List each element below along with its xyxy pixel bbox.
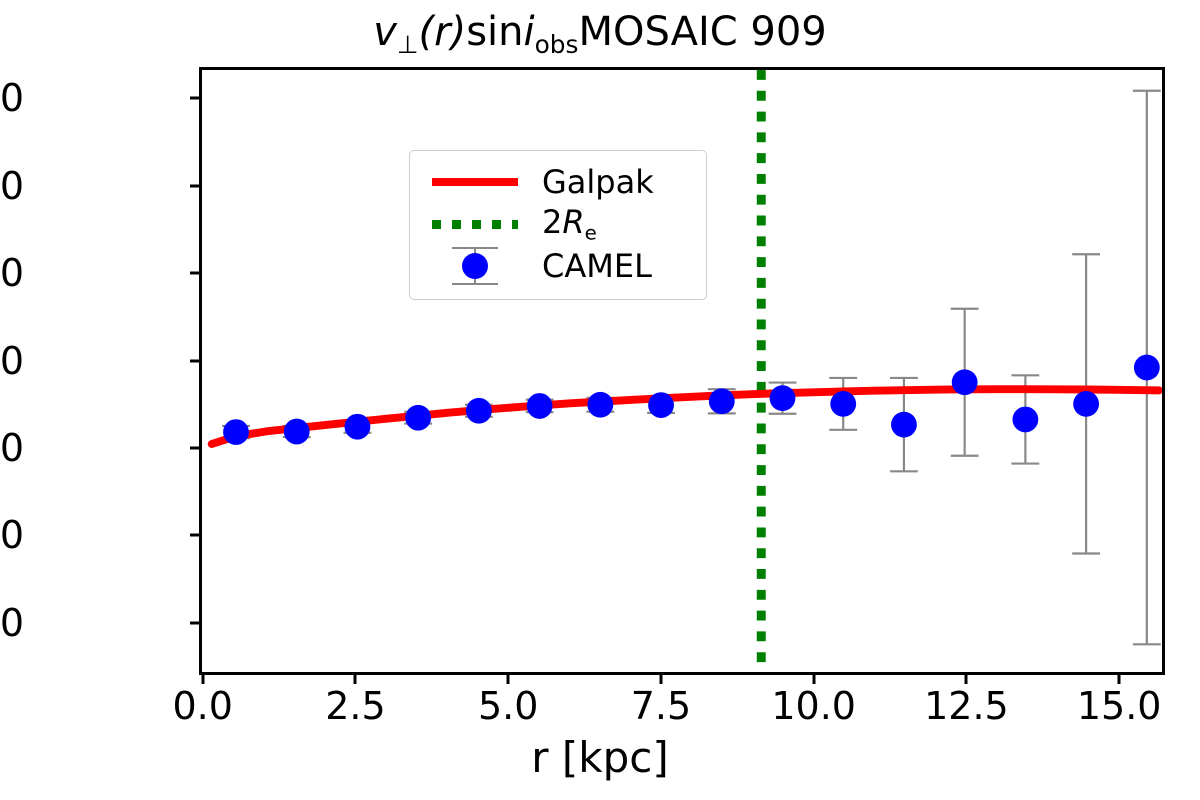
y-tick-mark <box>190 359 199 363</box>
legend-label-2re: 2Re <box>528 203 597 244</box>
legend-key-marker-errorbar <box>422 245 528 287</box>
title-symbol-perp: ⊥ <box>396 29 419 59</box>
x-tick-label: 10.0 <box>771 684 856 728</box>
x-tick-mark <box>353 675 357 684</box>
y-tick-mark <box>190 184 199 188</box>
legend-item-galpak[interactable]: Galpak <box>422 161 694 203</box>
x-tick-mark <box>659 675 663 684</box>
x-tick-label: 7.5 <box>630 684 692 728</box>
x-tick-label: 2.5 <box>325 684 386 728</box>
y-tick-label: 150 <box>0 163 24 208</box>
x-tick-label: 0.0 <box>172 684 233 728</box>
x-tick-mark <box>812 675 816 684</box>
legend[interactable]: Galpak 2Re CAMEL <box>409 150 707 300</box>
y-tick-mark <box>190 621 199 625</box>
title-subscript-obs: obs <box>534 29 579 59</box>
y-tick-label: −50 <box>0 513 24 558</box>
y-tick-mark <box>190 446 199 450</box>
x-tick-label: 12.5 <box>924 684 1009 728</box>
y-tick-label: 0 <box>0 425 24 470</box>
title-sin: sin <box>466 9 524 55</box>
x-tick-mark <box>964 675 968 684</box>
y-tick-label: 100 <box>0 251 24 296</box>
y-tick-label: 200 <box>0 76 24 121</box>
title-symbol-r: (r) <box>418 9 467 55</box>
legend-item-camel[interactable]: CAMEL <box>422 245 694 287</box>
legend-label-galpak: Galpak <box>542 163 654 201</box>
x-tick-label: 5.0 <box>477 684 539 728</box>
legend-2re-R: R <box>562 203 585 242</box>
plot-area: Galpak 2Re CAMEL <box>199 67 1165 675</box>
title-dataset-name: MOSAIC 909 <box>578 9 827 55</box>
legend-label-camel: CAMEL <box>542 247 652 285</box>
y-tick-label: 50 <box>0 338 24 383</box>
legend-key-solid-line <box>422 161 528 203</box>
x-tick-mark <box>201 675 205 684</box>
legend-key-dotted-line <box>422 203 528 245</box>
x-tick-label: 15.0 <box>1076 684 1162 728</box>
plot-svg <box>207 70 1162 672</box>
x-tick-mark <box>1117 675 1121 684</box>
legend-2re-e: e <box>584 221 597 245</box>
y-tick-mark <box>190 96 199 100</box>
legend-2re-number: 2 <box>542 203 563 242</box>
x-axis-label: r [kpc] <box>531 733 669 782</box>
title-symbol-v: v <box>373 9 397 55</box>
x-tick-mark <box>506 675 510 684</box>
y-tick-label: −100 <box>0 600 24 645</box>
title-symbol-i: i <box>523 9 535 55</box>
y-tick-mark <box>190 271 199 275</box>
markers-camel <box>223 354 1160 445</box>
legend-item-2re[interactable]: 2Re <box>422 203 694 245</box>
chart-title: v⊥(r)siniobsMOSAIC 909 <box>0 10 1200 58</box>
y-tick-mark <box>190 533 199 537</box>
